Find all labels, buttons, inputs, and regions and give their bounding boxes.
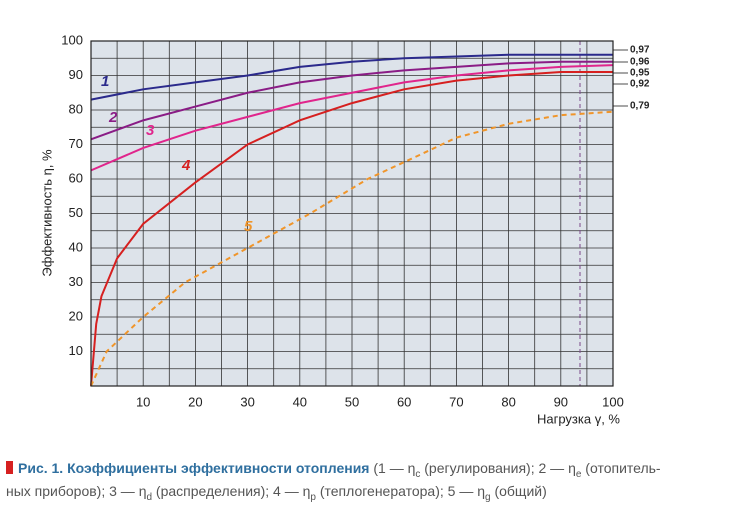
series-label: 2 bbox=[108, 109, 118, 126]
series-line bbox=[90, 110, 614, 387]
end-label: 0,96 bbox=[630, 57, 650, 68]
caption-part: g bbox=[485, 491, 491, 503]
y-tick-label: 70 bbox=[69, 136, 83, 151]
x-tick-label: 20 bbox=[188, 394, 202, 409]
end-label: 0,95 bbox=[630, 68, 650, 79]
y-tick-label: 100 bbox=[61, 32, 83, 47]
series-line bbox=[90, 53, 613, 101]
end-label: 0,92 bbox=[630, 79, 650, 90]
caption-part: (общий) bbox=[490, 482, 547, 499]
y-tick-label: 30 bbox=[69, 274, 83, 289]
y-tick-label: 90 bbox=[69, 67, 83, 82]
caption-part: ных приборов); 3 — η bbox=[6, 482, 147, 499]
caption: Рис. 1. Коэффициенты эффективности отопл… bbox=[6, 460, 742, 506]
x-tick-label: 30 bbox=[240, 394, 254, 409]
series-line bbox=[90, 64, 614, 172]
caption-part: (отопитель- bbox=[581, 460, 661, 476]
y-tick-label: 50 bbox=[69, 205, 83, 220]
series-label: 5 bbox=[244, 218, 253, 235]
caption-part: c bbox=[415, 468, 421, 480]
y-tick-label: 60 bbox=[69, 170, 83, 185]
series-label: 4 bbox=[181, 157, 191, 174]
end-label: 0,79 bbox=[630, 101, 650, 112]
caption-part: (1 — η bbox=[373, 460, 416, 476]
x-tick-label: 60 bbox=[397, 394, 411, 409]
x-axis-label: Нагрузка γ, % bbox=[537, 411, 620, 426]
y-tick-label: 10 bbox=[69, 343, 83, 358]
chart: Эффективность η, % Нагрузка γ, % 10 20 30 4… bbox=[39, 32, 650, 426]
series-label: 3 bbox=[146, 122, 155, 139]
x-tick-label: 10 bbox=[136, 394, 150, 409]
series-label: 1 bbox=[101, 73, 109, 90]
x-tick-label: 90 bbox=[554, 394, 568, 409]
x-tick-label: 80 bbox=[501, 394, 515, 409]
x-tick-label: 50 bbox=[345, 394, 359, 409]
caption-part: (регулирования); 2 — η bbox=[420, 460, 576, 476]
end-label: 0,97 bbox=[630, 45, 650, 56]
x-tick-label: 100 bbox=[602, 394, 624, 409]
y-tick-label: 20 bbox=[69, 308, 83, 323]
series-line bbox=[90, 71, 613, 387]
caption-part: (теплогенератора); 5 — η bbox=[315, 482, 486, 499]
caption-part: d bbox=[146, 491, 153, 503]
caption-part: (распределения); 4 — η bbox=[152, 482, 311, 499]
y-tick-label: 40 bbox=[69, 239, 83, 254]
caption-title: Рис. 1. Коэффициенты эффективности отопл… bbox=[18, 460, 370, 476]
series-line bbox=[90, 60, 613, 141]
x-tick-label: 40 bbox=[293, 394, 307, 409]
caption-part: p bbox=[310, 491, 316, 503]
plot-frame bbox=[90, 40, 614, 387]
caption-part: e bbox=[575, 468, 582, 480]
y-axis-label: Эффективность η, % bbox=[39, 149, 54, 277]
x-tick-label: 70 bbox=[449, 394, 463, 409]
y-tick-label: 80 bbox=[69, 101, 83, 116]
